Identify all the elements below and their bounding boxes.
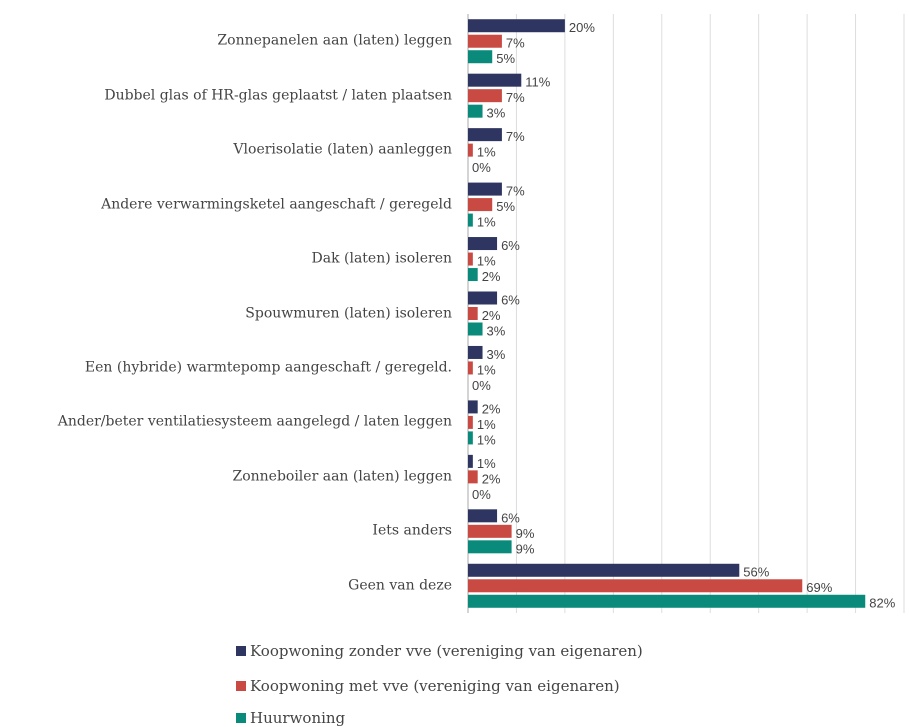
bar [468, 291, 498, 305]
bar [468, 34, 502, 48]
bar [468, 237, 498, 251]
value-label: 3% [487, 347, 506, 362]
value-label: 7% [506, 184, 525, 199]
bar [468, 19, 565, 33]
value-label: 0% [472, 160, 491, 175]
bar [468, 73, 522, 87]
bar [468, 509, 498, 523]
bar [468, 345, 483, 359]
value-label: 0% [472, 378, 491, 393]
bar [468, 128, 502, 142]
legend-item: Koopwoning met vve (vereniging van eigen… [236, 677, 620, 695]
value-label: 6% [501, 238, 520, 253]
category-label: Andere verwarmingsketel aangeschaft / ge… [101, 196, 452, 213]
category-label: Dak (laten) isoleren [311, 250, 452, 267]
bar [468, 361, 473, 375]
value-label: 2% [482, 308, 501, 323]
bar [468, 268, 478, 282]
legend-item: Koopwoning zonder vve (vereniging van ei… [236, 642, 643, 660]
value-label: 5% [496, 51, 515, 66]
value-label: 20% [569, 20, 595, 35]
category-label: Ander/beter ventilatiesysteem aangelegd … [57, 413, 452, 430]
bar [468, 524, 512, 538]
legend-swatch [236, 646, 246, 656]
bar [468, 563, 740, 577]
bar [468, 182, 502, 196]
value-label: 3% [487, 106, 506, 121]
value-label: 1% [477, 417, 496, 432]
bar [468, 104, 483, 118]
category-label: Zonnepanelen aan (laten) leggen [217, 32, 452, 49]
bar [468, 431, 473, 445]
bar [468, 143, 473, 157]
value-label: 7% [506, 90, 525, 105]
category-label: Geen van deze [348, 577, 452, 594]
bar [468, 454, 473, 468]
bar [468, 594, 866, 608]
value-label: 1% [477, 145, 496, 160]
value-label: 11% [525, 75, 550, 90]
bar [468, 540, 512, 554]
value-label: 2% [482, 471, 501, 486]
category-label: Spouwmuren (laten) isoleren [245, 305, 452, 321]
category-label: Dubbel glas of HR-glas geplaatst / laten… [104, 87, 452, 104]
bar [468, 252, 473, 266]
legend-label: Koopwoning zonder vve (vereniging van ei… [250, 642, 643, 660]
bar [468, 400, 478, 414]
bar [468, 579, 803, 593]
value-label: 6% [501, 510, 520, 525]
value-label: 9% [516, 526, 535, 541]
value-label: 5% [496, 199, 515, 214]
value-label: 1% [477, 362, 496, 377]
legend-item: Huurwoning [236, 709, 345, 727]
value-label: 6% [501, 292, 520, 307]
value-label: 0% [472, 487, 491, 502]
value-label: 1% [477, 253, 496, 268]
value-label: 3% [487, 323, 506, 338]
bar [468, 89, 502, 103]
bar [468, 415, 473, 429]
bar [468, 470, 478, 484]
value-label: 1% [477, 432, 496, 447]
value-label: 56% [743, 565, 769, 580]
bar [468, 50, 493, 64]
value-label: 7% [506, 129, 525, 144]
legend-label: Koopwoning met vve (vereniging van eigen… [250, 677, 620, 695]
category-label: Een (hybride) warmtepomp aangeschaft / g… [84, 359, 452, 376]
legend-swatch [236, 681, 246, 691]
value-label: 2% [482, 401, 501, 416]
category-label: Zonneboiler aan (laten) leggen [232, 468, 452, 485]
bar [468, 322, 483, 336]
value-label: 1% [477, 456, 496, 471]
legend-swatch [236, 713, 246, 723]
value-label: 1% [477, 215, 496, 230]
bar [468, 213, 473, 227]
category-label: Vloerisolatie (laten) aanleggen [233, 141, 452, 158]
category-label: Iets anders [372, 522, 452, 539]
value-label: 7% [506, 36, 525, 51]
value-label: 9% [516, 541, 535, 556]
value-label: 2% [482, 269, 501, 284]
bar [468, 198, 493, 212]
value-label: 82% [869, 596, 895, 611]
legend-label: Huurwoning [250, 709, 346, 727]
bar [468, 307, 478, 320]
value-label: 69% [806, 580, 832, 595]
